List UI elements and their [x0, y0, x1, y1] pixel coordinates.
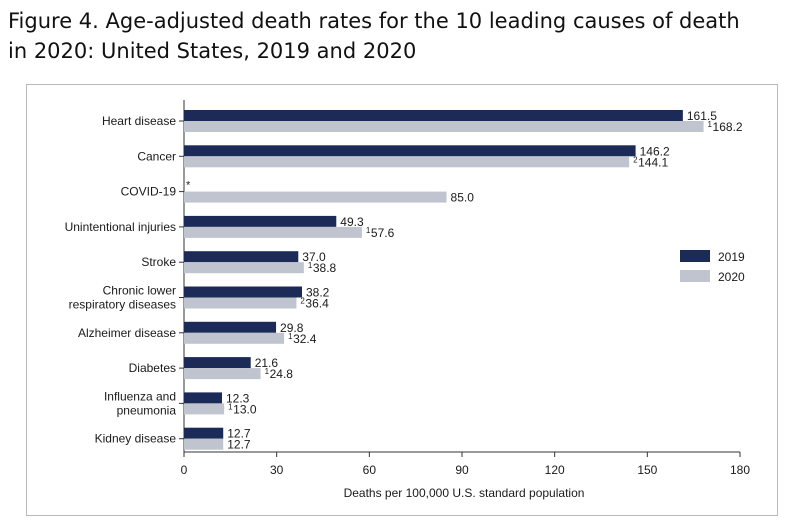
value-label-2019: 37.0 [302, 250, 326, 264]
legend-swatch-2020 [680, 270, 710, 282]
x-tick-label: 30 [270, 463, 284, 477]
bar-2019 [184, 392, 222, 404]
value-label-2020: 36.4 [305, 297, 329, 311]
value-label-2020: 144.1 [638, 155, 668, 169]
value-label-2020: 13.0 [233, 402, 257, 416]
category-label: Stroke [141, 255, 176, 269]
x-tick-label: 180 [730, 463, 750, 477]
significance-marker: 1 [708, 120, 713, 129]
value-label-2019: 38.2 [306, 286, 330, 300]
legend-swatch-2019 [680, 250, 710, 262]
significance-marker: 2 [300, 297, 305, 306]
bar-2020 [184, 226, 362, 238]
value-label-2020: 168.2 [713, 120, 743, 134]
bar-2020 [184, 297, 297, 309]
bar-2020 [184, 368, 261, 380]
x-tick-label: 90 [455, 463, 469, 477]
bar-2020 [184, 262, 304, 274]
category-label: Alzheimer disease [78, 326, 176, 340]
category-label: respiratory diseases [69, 298, 176, 312]
category-label: Cancer [137, 149, 176, 163]
category-label: Unintentional injuries [65, 220, 176, 234]
value-label-2019: 29.8 [280, 321, 304, 335]
figure-title: Figure 4. Age-adjusted death rates for t… [8, 6, 778, 66]
significance-marker: 1 [308, 261, 313, 270]
x-tick-label: 120 [545, 463, 565, 477]
value-label-2019: 12.7 [227, 427, 251, 441]
bar-2020 [184, 191, 447, 203]
bar-2019 [184, 357, 251, 369]
x-tick-label: 60 [363, 463, 377, 477]
value-label-2020: 12.7 [227, 438, 251, 452]
bar-2019 [184, 251, 299, 263]
bar-2020 [184, 438, 224, 450]
missing-data-marker: * [186, 180, 191, 192]
x-axis-title: Deaths per 100,000 U.S. standard populat… [344, 486, 585, 500]
significance-marker: 2 [633, 155, 638, 164]
value-label-2020: 32.4 [293, 332, 317, 346]
category-label: COVID-19 [121, 185, 177, 199]
bar-2019 [184, 321, 277, 333]
significance-marker: 1 [288, 332, 293, 341]
category-label: pneumonia [117, 403, 177, 417]
value-label-2020: 38.8 [313, 261, 337, 275]
bar-2020 [184, 403, 225, 415]
bar-2019 [184, 427, 224, 439]
bar-2019 [184, 215, 337, 227]
value-label-2019: 146.2 [640, 144, 670, 158]
significance-marker: 1 [366, 226, 371, 235]
x-tick-label: 0 [181, 463, 188, 477]
value-label-2019: 21.6 [255, 356, 279, 370]
value-label-2020: 24.8 [270, 367, 294, 381]
category-label: Influenza and [104, 389, 176, 403]
category-label: Diabetes [129, 361, 176, 375]
figure-title-line-1: Figure 4. Age-adjusted death rates for t… [8, 9, 740, 33]
legend-label-2019: 2019 [718, 250, 745, 264]
category-label: Chronic lower [103, 284, 176, 298]
bar-2020 [184, 156, 630, 168]
legend-label-2020: 2020 [718, 270, 745, 284]
significance-marker: 1 [228, 402, 233, 411]
figure-title-line-2: in 2020: United States, 2019 and 2020 [8, 39, 417, 63]
value-label-2019: 161.5 [687, 109, 717, 123]
significance-marker: 1 [265, 367, 270, 376]
category-label: Kidney disease [95, 432, 177, 446]
bar-2020 [184, 332, 285, 344]
x-tick-label: 150 [637, 463, 657, 477]
value-label-2020: 57.6 [371, 226, 395, 240]
value-label-2019: 12.3 [226, 391, 250, 405]
bar-2020 [184, 121, 704, 132]
category-label: Heart disease [102, 114, 176, 128]
chart-frame [26, 84, 778, 516]
bar-2019 [184, 286, 302, 298]
bar-2019 [184, 110, 683, 121]
bar-2019 [184, 145, 636, 157]
value-label-2020: 85.0 [451, 191, 475, 205]
value-label-2019: 49.3 [340, 215, 364, 229]
